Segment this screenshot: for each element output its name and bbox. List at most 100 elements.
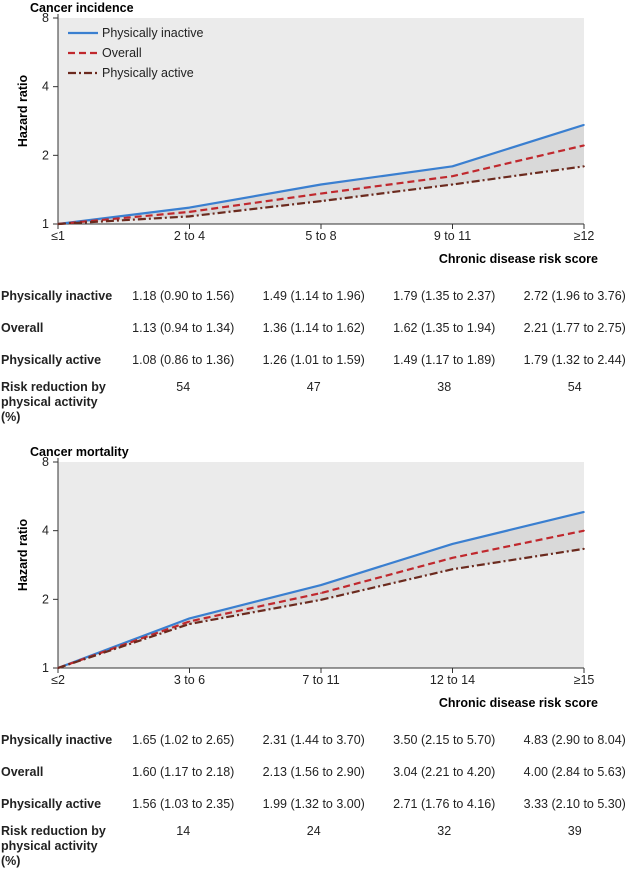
row-label: Risk reduction by physical activity (%) <box>0 376 118 425</box>
table-cell: 2.31 (1.44 to 3.70) <box>249 724 380 756</box>
table-cell: 1.99 (1.32 to 3.00) <box>249 788 380 820</box>
x-tick-label: 7 to 11 <box>302 673 339 687</box>
x-tick-label: 5 to 8 <box>305 229 336 243</box>
table-cell: 47 <box>249 376 380 425</box>
data-point-overall <box>320 592 322 594</box>
data-point-physically-inactive <box>320 584 322 586</box>
table-cell: 1.49 (1.17 to 1.89) <box>379 344 510 376</box>
legend-label-physically-inactive: Physically inactive <box>102 26 203 40</box>
y-tick-label: 1 <box>42 661 49 675</box>
table-row: Risk reduction by physical activity (%)5… <box>0 376 640 425</box>
legend-label-overall: Overall <box>102 46 142 60</box>
table-cell: 1.18 (0.90 to 1.56) <box>118 280 249 312</box>
table-cell: 1.62 (1.35 to 1.94) <box>379 312 510 344</box>
data-point-physically-inactive <box>583 511 585 513</box>
x-axis-label: Chronic disease risk score <box>439 252 598 266</box>
x-axis-label: Chronic disease risk score <box>439 696 598 710</box>
row-label: Overall <box>0 756 118 788</box>
table-cell: 1.65 (1.02 to 2.65) <box>118 724 249 756</box>
row-label: Physically inactive <box>0 724 118 756</box>
data-point-physically-active <box>320 599 322 601</box>
row-label: Risk reduction by physical activity (%) <box>0 820 118 869</box>
x-tick-label: ≥12 <box>574 229 595 243</box>
x-tick-label: 9 to 11 <box>434 229 471 243</box>
data-point-physically-inactive <box>583 124 585 126</box>
data-point-physically-active <box>189 623 191 625</box>
table-cell: 24 <box>249 820 380 869</box>
data-point-overall <box>583 145 585 147</box>
y-axis-label: Hazard ratio <box>16 75 30 148</box>
y-tick-label: 2 <box>42 592 49 606</box>
table-cell: 1.56 (1.03 to 2.35) <box>118 788 249 820</box>
x-tick-label: ≥15 <box>574 673 595 687</box>
data-point-physically-active <box>583 166 585 168</box>
table-cell: 2.21 (1.77 to 2.75) <box>510 312 640 344</box>
x-tick-label: 12 to 14 <box>430 673 475 687</box>
data-point-physically-active <box>57 667 59 669</box>
data-point-overall <box>452 557 454 559</box>
y-tick-label: 2 <box>42 148 49 162</box>
x-tick-label: ≤1 <box>51 229 65 243</box>
data-point-physically-active <box>452 568 454 570</box>
row-label: Physically active <box>0 788 118 820</box>
data-point-physically-inactive <box>189 207 191 209</box>
table-cell: 2.71 (1.76 to 4.16) <box>379 788 510 820</box>
chart-title: Cancer incidence <box>30 1 134 15</box>
legend-label-physically-active: Physically active <box>102 66 194 80</box>
table-cell: 39 <box>510 820 640 869</box>
table-cell: 3.04 (2.21 to 4.20) <box>379 756 510 788</box>
data-point-physically-inactive <box>320 184 322 186</box>
data-point-physically-active <box>57 223 59 225</box>
table-cell: 14 <box>118 820 249 869</box>
chart-title: Cancer mortality <box>30 445 129 459</box>
data-point-physically-active <box>320 200 322 202</box>
data-point-overall <box>452 175 454 177</box>
table-cell: 1.49 (1.14 to 1.96) <box>249 280 380 312</box>
row-label: Overall <box>0 312 118 344</box>
table-cell: 2.72 (1.96 to 3.76) <box>510 280 640 312</box>
table-cell: 1.26 (1.01 to 1.59) <box>249 344 380 376</box>
row-label: Physically inactive <box>0 280 118 312</box>
y-tick-label: 4 <box>42 80 49 94</box>
data-point-overall <box>583 530 585 532</box>
table-cell: 54 <box>510 376 640 425</box>
y-axis-label: Hazard ratio <box>16 519 30 592</box>
data-point-overall <box>320 193 322 195</box>
data-point-physically-active <box>452 184 454 186</box>
table-cell: 3.33 (2.10 to 5.30) <box>510 788 640 820</box>
data-point-overall <box>189 621 191 623</box>
table-cell: 2.13 (1.56 to 2.90) <box>249 756 380 788</box>
table-cell: 1.36 (1.14 to 1.62) <box>249 312 380 344</box>
table-cell: 1.79 (1.32 to 2.44) <box>510 344 640 376</box>
data-point-physically-inactive <box>452 543 454 545</box>
table-cell: 4.00 (2.84 to 5.63) <box>510 756 640 788</box>
x-tick-label: 2 to 4 <box>174 229 205 243</box>
table-cell: 3.50 (2.15 to 5.70) <box>379 724 510 756</box>
data-point-physically-active <box>583 548 585 550</box>
row-label: Physically active <box>0 344 118 376</box>
y-tick-label: 1 <box>42 217 49 231</box>
data-point-physically-inactive <box>452 166 454 168</box>
table-cell: 4.83 (2.90 to 8.04) <box>510 724 640 756</box>
x-tick-label: ≤2 <box>51 673 65 687</box>
table-cell: 32 <box>379 820 510 869</box>
table-cell: 1.08 (0.86 to 1.36) <box>118 344 249 376</box>
data-point-overall <box>189 211 191 213</box>
x-tick-label: 3 to 6 <box>174 673 205 687</box>
table-cell: 38 <box>379 376 510 425</box>
data-point-physically-active <box>189 216 191 218</box>
table-cell: 1.13 (0.94 to 1.34) <box>118 312 249 344</box>
table-cell: 54 <box>118 376 249 425</box>
